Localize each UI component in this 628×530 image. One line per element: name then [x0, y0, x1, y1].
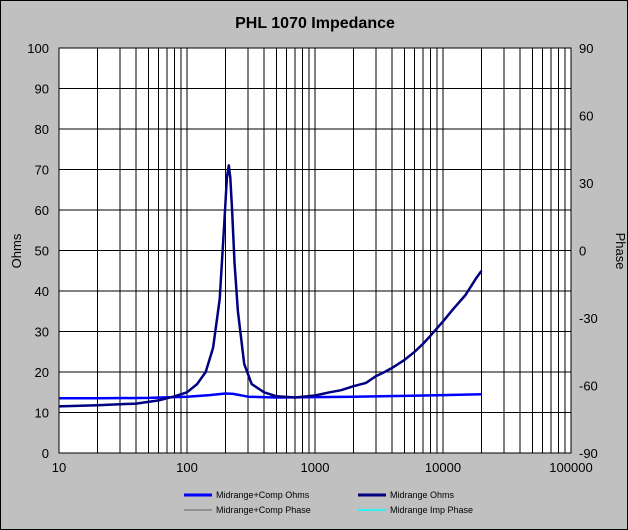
y-tick-label: 50 — [35, 244, 49, 259]
x-tick-label: 10 — [52, 460, 66, 475]
legend-label-0: Midrange+Comp Ohms — [216, 490, 310, 500]
y2-axis-label: Phase — [613, 233, 628, 270]
y2-tick-label: 90 — [579, 41, 593, 56]
legend-label-3: Midrange Imp Phase — [390, 505, 473, 515]
y2-tick-label: -30 — [579, 311, 598, 326]
y-tick-label: 40 — [35, 284, 49, 299]
y-tick-label: 90 — [35, 82, 49, 97]
x-tick-label: 100 — [176, 460, 198, 475]
y-axis-label: Ohms — [9, 233, 24, 268]
tick-labels: 10 100 1000 10000 10000001020304050607080901… — [27, 41, 598, 475]
legend-label-1: Midrange Ohms — [390, 490, 455, 500]
series-line-1 — [58, 164, 483, 408]
series-line-0 — [59, 392, 482, 400]
y2-tick-label: -60 — [579, 379, 598, 394]
legend: Midrange+Comp Ohms Midrange Ohms Midrange+… — [184, 490, 473, 515]
x-tick-label: 10000 — [425, 460, 461, 475]
x-tick-label: 100000 — [549, 460, 592, 475]
grid-lines — [59, 48, 571, 453]
chart-title: PHL 1070 Impedance — [235, 15, 395, 32]
y-tick-label: 20 — [35, 365, 49, 380]
y2-tick-label: 60 — [579, 109, 593, 124]
y2-tick-label: 0 — [579, 244, 586, 259]
y-tick-label: 0 — [42, 446, 49, 461]
y-tick-label: 70 — [35, 163, 49, 178]
y2-tick-label: 30 — [579, 176, 593, 191]
y2-tick-label: -90 — [579, 446, 598, 461]
y-tick-label: 80 — [35, 122, 49, 137]
y-tick-label: 30 — [35, 325, 49, 340]
x-tick-label: 1000 — [301, 460, 330, 475]
y-tick-label: 10 — [35, 406, 49, 421]
series-layer — [58, 164, 483, 408]
legend-label-2: Midrange+Comp Phase — [216, 505, 311, 515]
y-tick-label: 100 — [27, 41, 49, 56]
y-tick-label: 60 — [35, 203, 49, 218]
